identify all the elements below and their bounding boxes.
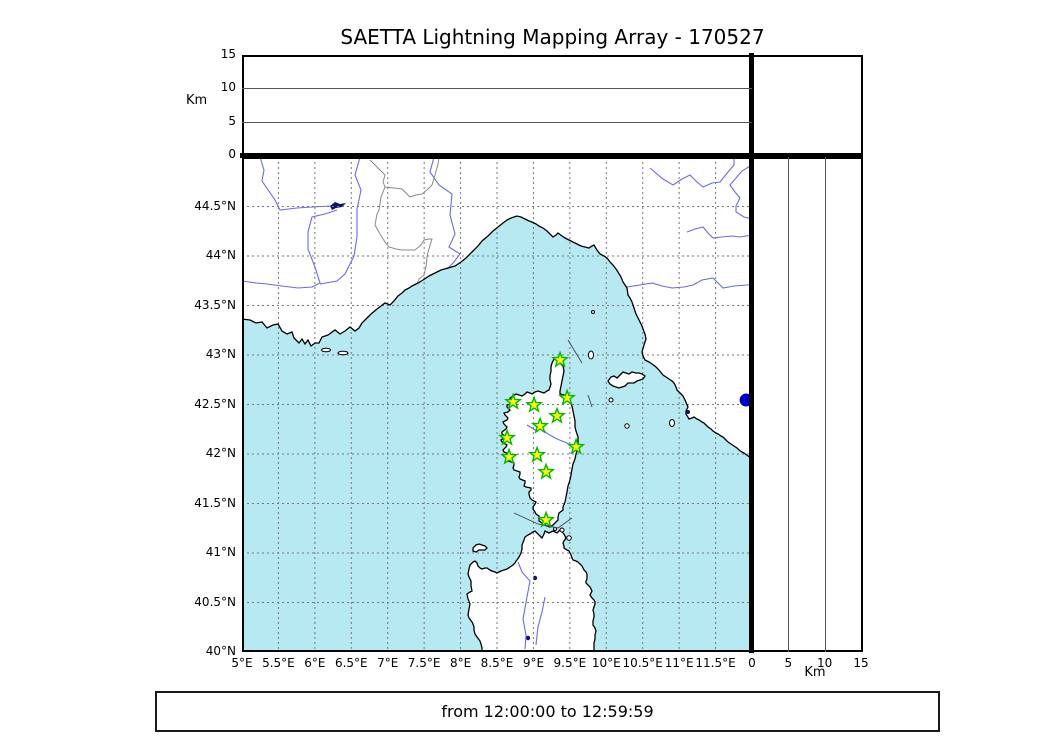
alt-tick-label-top-panel: 15: [220, 47, 236, 61]
lake-sardinia-1: [532, 575, 538, 581]
river-po-tributary: [649, 157, 735, 188]
lat-tick-label: 42°N: [205, 446, 236, 460]
alt-tick-label-right-panel: 15: [853, 656, 869, 670]
station-star-marker: [537, 510, 556, 528]
lat-tick-label: 42.5°N: [194, 396, 236, 411]
river-top-center: [354, 157, 362, 237]
alt-tick-label-top-panel: 5: [228, 113, 236, 128]
station-star-marker: [504, 392, 523, 410]
island-capraia: [588, 350, 594, 360]
altitude-longitude-panel: [242, 55, 752, 155]
panel-divider-horizontal: [240, 153, 863, 158]
island-porquerolles: [321, 347, 331, 353]
lake-sardinia-2: [525, 635, 531, 641]
alt-axis-label-top: Km: [186, 93, 208, 108]
lagoon-argentario: [686, 410, 690, 414]
river-durance-upper: [259, 157, 331, 211]
lon-tick-label: 7°E: [377, 656, 399, 670]
top-panel-gridline: [242, 121, 752, 123]
source-dot-marker: [739, 393, 752, 407]
island-pianosa: [608, 397, 614, 403]
river-ne-1: [686, 226, 752, 239]
river-golo: [526, 424, 574, 448]
altitude-latitude-panel: [750, 157, 863, 652]
lat-tick-label: 41°N: [205, 545, 236, 559]
lon-tick-label: 9.5°E: [553, 656, 587, 670]
boundary-segments: [513, 339, 593, 529]
right-panel-gridline: [788, 157, 790, 652]
lon-tick-label: 7.5°E: [407, 656, 441, 670]
rivers: [242, 157, 752, 650]
lon-tick-label: 5.5°E: [262, 656, 295, 670]
station-star-marker: [497, 428, 517, 446]
river-sardinia-2: [535, 596, 546, 646]
islet-maddalena-2: [559, 527, 565, 533]
lon-tick-label: 8.5°E: [480, 656, 514, 670]
station-star-marker: [527, 445, 547, 463]
islet-maddalena-3: [566, 535, 572, 541]
lon-tick-label: 11.5°E: [695, 656, 736, 670]
lat-tick-label: 40°N: [205, 644, 236, 658]
alt-axis-label-bottom: Km: [804, 665, 826, 680]
grid-lines: [242, 157, 752, 652]
lightning-source-dot: [739, 393, 752, 407]
station-star-marker: [530, 416, 550, 434]
lon-tick-label: 9°E: [522, 656, 545, 670]
station-star-marker: [558, 388, 577, 406]
river-arno: [626, 277, 752, 289]
lon-tick-label: 6°E: [304, 656, 326, 670]
alt-tick-label-right-panel: 0: [748, 656, 756, 670]
lat-tick-label: 44°N: [205, 248, 236, 262]
river-durance-lower: [242, 209, 338, 289]
island-montecristo: [624, 423, 630, 429]
lon-tick-label: 11°E: [664, 656, 694, 670]
boundary-cap-corse: [567, 339, 583, 364]
station-star-marker: [567, 437, 586, 455]
lat-tick-label: 40.5°N: [194, 594, 236, 609]
time-range-text: from 12:00:00 to 12:59:59: [441, 702, 654, 721]
station-star-marker: [547, 406, 567, 424]
island-gorgona: [591, 310, 595, 314]
lat-tick-label: 43.5°N: [194, 297, 236, 312]
time-range-box: from 12:00:00 to 12:59:59: [155, 691, 940, 732]
river-sardinia-1: [517, 561, 531, 650]
river-branch: [319, 236, 358, 285]
lat-tick-label: 43°N: [205, 347, 236, 361]
alt-tick-label-right-panel: 5: [784, 656, 793, 670]
lon-tick-label: 10°E: [591, 656, 621, 670]
lat-tick-label: 41.5°N: [194, 495, 236, 510]
boundary-bonifacio: [513, 512, 573, 529]
island-giglio: [669, 419, 675, 427]
right-panel-gridline: [824, 157, 826, 652]
river-var: [429, 157, 461, 270]
map-panel: [242, 157, 752, 652]
top-panel-gridline: [242, 88, 752, 90]
lon-tick-label: 6.5°E: [334, 656, 368, 670]
boundary-tuscan: [587, 394, 593, 408]
panel-divider-vertical: [749, 53, 754, 653]
lat-tick-label: 44.5°N: [194, 198, 236, 213]
river-ne-2: [729, 164, 752, 220]
small-islands: [321, 310, 675, 541]
alt-tick-label-right-panel: 10: [817, 656, 833, 670]
station-star-marker: [537, 462, 556, 480]
alt-tick-label-top-panel: 0: [228, 147, 236, 161]
page-title: SAETTA Lightning Mapping Array - 170527: [340, 25, 765, 49]
lon-tick-label: 10.5°E: [622, 656, 663, 670]
border-branch: [384, 157, 440, 198]
station-star-marker: [525, 395, 544, 413]
lon-tick-label: 8°E: [449, 656, 472, 670]
island-port-cros: [337, 350, 349, 356]
lma-stations: [497, 350, 586, 528]
corner-panel: [750, 55, 863, 155]
station-star-marker: [500, 447, 519, 465]
lon-tick-label: 5°E: [231, 656, 253, 670]
station-star-marker: [551, 350, 570, 368]
alt-tick-label-top-panel: 10: [220, 80, 236, 95]
